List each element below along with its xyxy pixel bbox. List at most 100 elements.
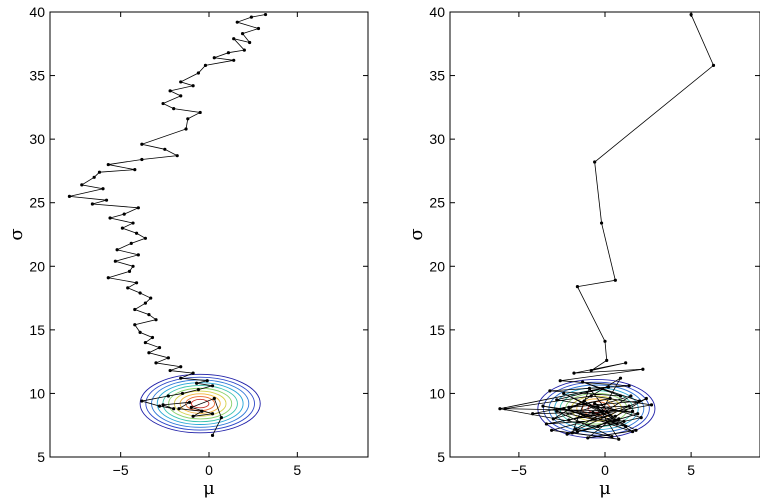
sample-point <box>562 407 566 411</box>
sample-point <box>589 368 593 373</box>
x-tick-label: 5 <box>293 462 301 478</box>
sample-point <box>161 403 165 407</box>
sample-point <box>531 412 535 416</box>
contour-ring <box>548 384 645 433</box>
contour-ring <box>565 392 628 425</box>
sample-point <box>120 226 125 230</box>
x-tick-label: 0 <box>205 462 213 478</box>
sample-point <box>203 63 208 67</box>
sample-point <box>172 407 176 411</box>
sample-point <box>608 413 612 417</box>
sample-point <box>574 427 578 431</box>
sample-point <box>593 402 597 406</box>
sample-point <box>630 409 635 413</box>
y-tick-label: 25 <box>29 195 45 211</box>
sample-point <box>143 301 147 305</box>
sample-point <box>210 433 215 437</box>
sample-point <box>606 385 611 389</box>
sample-point <box>184 127 188 131</box>
sample-point <box>195 381 199 385</box>
sample-point <box>210 384 215 388</box>
sample-point <box>612 419 616 423</box>
sample-point <box>586 436 590 440</box>
sample-point <box>603 339 607 343</box>
sample-point <box>196 388 200 392</box>
x-axis-label: μ <box>203 478 215 499</box>
sample-point <box>226 51 231 55</box>
sample-point <box>591 410 595 415</box>
sample-point <box>97 170 102 174</box>
sample-point <box>622 419 626 423</box>
y-tick-label: 30 <box>429 131 445 147</box>
sample-point <box>263 12 268 17</box>
sample-point <box>138 330 142 334</box>
sample-point <box>242 48 246 52</box>
sample-point <box>630 429 635 434</box>
sample-point <box>503 407 507 411</box>
y-tick-label: 35 <box>29 68 45 84</box>
sample-point <box>562 391 566 396</box>
sample-point <box>219 415 223 420</box>
sample-point <box>608 396 612 401</box>
sample-point <box>187 400 192 404</box>
sample-point <box>555 398 559 402</box>
x-tick-label: 5 <box>687 462 695 478</box>
sample-point <box>150 335 155 340</box>
sample-point <box>134 231 139 235</box>
sample-point <box>168 368 172 373</box>
sample-point <box>104 198 109 202</box>
sample-point <box>235 20 239 24</box>
sample-point <box>555 409 559 413</box>
contour-ring <box>145 376 255 431</box>
sample-point <box>541 404 545 408</box>
sample-point <box>168 89 172 93</box>
sample-point <box>205 379 209 383</box>
sample-point <box>575 285 580 289</box>
sample-point <box>570 431 574 435</box>
sample-point <box>624 361 628 365</box>
sample-point <box>581 380 585 384</box>
sample-point <box>639 415 643 420</box>
sample-point <box>613 278 617 282</box>
trajectory-line <box>69 14 266 436</box>
contour-ring <box>537 378 656 439</box>
sample-point <box>627 384 631 388</box>
sample-point <box>138 291 142 295</box>
y-tick-label: 40 <box>29 4 45 20</box>
sample-point <box>610 435 614 439</box>
sample-point <box>186 117 190 121</box>
sample-point <box>191 414 195 418</box>
sample-point <box>618 376 623 380</box>
sample-point <box>129 241 133 245</box>
sample-point <box>179 94 183 98</box>
sample-point <box>191 371 195 375</box>
sample-point <box>629 394 633 398</box>
sample-point <box>143 236 147 240</box>
sample-point <box>196 71 200 75</box>
sample-point <box>618 394 623 398</box>
axes-frame <box>49 11 369 458</box>
y-tick-label: 10 <box>29 385 45 401</box>
sample-point <box>615 422 619 426</box>
sample-point <box>80 183 84 187</box>
sample-point <box>149 296 153 300</box>
sample-point <box>166 394 170 398</box>
sample-point <box>177 407 181 411</box>
y-axis-label: σ <box>406 228 427 240</box>
sample-point <box>147 313 151 317</box>
sample-point <box>544 422 549 426</box>
y-tick-label: 15 <box>29 322 45 338</box>
y-axis-label: σ <box>6 228 27 240</box>
sample-point <box>133 323 137 327</box>
sample-point <box>126 286 130 290</box>
sample-point <box>551 417 555 421</box>
sample-point <box>627 404 631 408</box>
sample-point <box>115 248 119 252</box>
sample-point <box>172 107 176 111</box>
sample-point <box>90 202 94 206</box>
sample-point <box>106 162 110 167</box>
sample-point <box>256 26 261 31</box>
sample-point <box>558 379 562 383</box>
sample-point <box>567 418 571 422</box>
sample-point <box>240 32 245 36</box>
